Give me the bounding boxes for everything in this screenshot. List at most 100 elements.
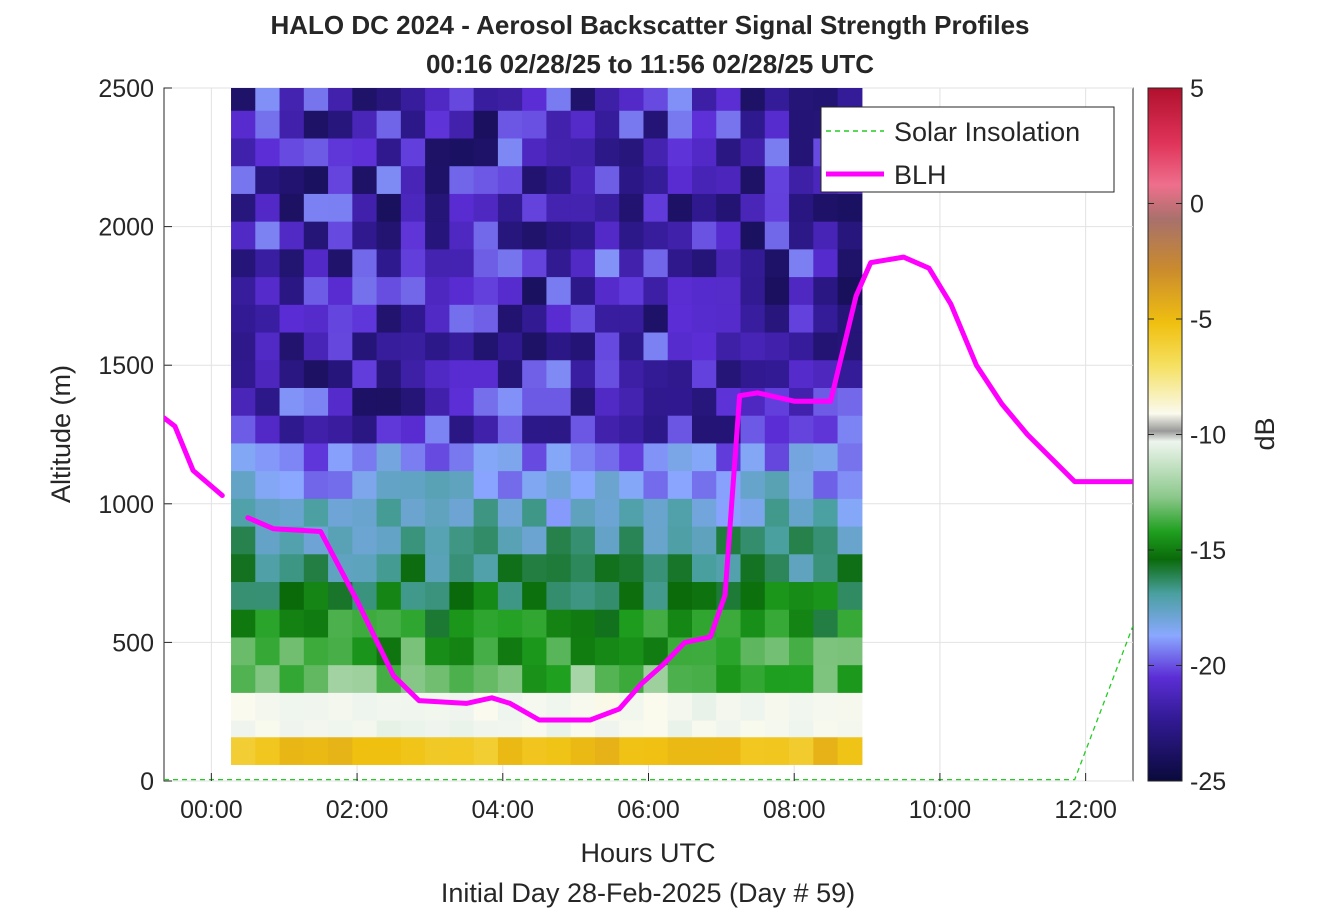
heatmap-cell [400, 525, 426, 555]
heatmap-cell [764, 736, 790, 765]
heatmap-cell [328, 88, 353, 111]
heatmap-cell [813, 276, 839, 305]
heatmap-cell [837, 88, 863, 111]
heatmap-cell [789, 193, 814, 222]
heatmap-cell [789, 221, 814, 250]
colorbar-label: dB [1250, 417, 1280, 450]
heatmap-cell [813, 221, 839, 250]
heatmap-cell [667, 221, 693, 250]
heatmap-cell [449, 609, 475, 638]
heatmap-cell [594, 165, 620, 194]
x-tick-label: 10:00 [909, 796, 972, 824]
x-tick-label: 08:00 [763, 796, 826, 824]
heatmap-cell [425, 470, 450, 499]
heatmap-cell [231, 221, 256, 250]
heatmap-cell [328, 248, 353, 278]
x-tick-label: 06:00 [617, 796, 680, 824]
colorbar-tick-label: -5 [1190, 306, 1212, 334]
heatmap-cell [522, 276, 548, 305]
heatmap-cell [691, 664, 717, 693]
heatmap-cell [497, 276, 523, 305]
heatmap-cell [497, 110, 523, 139]
heatmap-cell [570, 165, 596, 194]
heatmap-cell [691, 736, 717, 765]
heatmap-cell [619, 110, 645, 139]
heatmap-cell [425, 581, 450, 610]
heatmap-cell [231, 359, 256, 388]
heatmap-cell [279, 304, 305, 333]
heatmap-cell [789, 137, 814, 167]
heatmap-cell [667, 609, 693, 638]
heatmap-cell [813, 692, 839, 721]
heatmap-cell [352, 553, 378, 583]
heatmap-cell [522, 137, 548, 167]
heatmap-cell [279, 88, 305, 111]
heatmap-cell [303, 609, 329, 638]
heatmap-cell [643, 248, 669, 278]
heatmap-cell [497, 525, 523, 555]
heatmap-cell [376, 609, 402, 638]
heatmap-cell [303, 110, 329, 139]
heatmap-cell [400, 636, 426, 666]
heatmap-cell [473, 193, 499, 222]
heatmap-cell [789, 359, 814, 388]
heatmap-cell [449, 110, 475, 139]
heatmap-cell [231, 415, 256, 444]
heatmap-cell [619, 553, 645, 583]
heatmap-cell [231, 581, 256, 610]
heatmap-cell [667, 553, 693, 583]
heatmap-cell [328, 736, 353, 765]
heatmap-cell [449, 692, 475, 721]
heatmap-cell [837, 498, 863, 527]
heatmap-cell [231, 304, 256, 333]
heatmap-cell [667, 692, 693, 721]
heatmap-cell [764, 636, 790, 666]
heatmap-cell [546, 359, 572, 388]
heatmap-cell [279, 276, 305, 305]
heatmap-cell [449, 581, 475, 610]
footer-label: Initial Day 28-Feb-2025 (Day # 59) [441, 878, 855, 908]
heatmap-cell [789, 415, 814, 444]
heatmap-cell [497, 88, 523, 111]
heatmap-cell [643, 110, 669, 139]
heatmap-cell [352, 636, 378, 666]
heatmap-cell [619, 609, 645, 638]
blh-line [245, 254, 1133, 723]
heatmap-cell [643, 165, 669, 194]
heatmap-cell [764, 415, 790, 444]
heatmap-cell [522, 736, 548, 765]
y-tick-label: 0 [140, 768, 154, 796]
heatmap-cell [497, 736, 523, 765]
y-tick-label: 1000 [98, 491, 154, 519]
heatmap-cell [400, 165, 426, 194]
heatmap-cell [449, 498, 475, 527]
heatmap-cell [764, 498, 790, 527]
heatmap-cell [691, 221, 717, 250]
heatmap-cell [764, 442, 790, 472]
heatmap-cell [473, 387, 499, 416]
heatmap-cell [570, 193, 596, 222]
x-tick-label: 12:00 [1054, 796, 1117, 824]
heatmap-cell [279, 165, 305, 194]
heatmap-cell [425, 110, 450, 139]
heatmap-cell [546, 553, 572, 583]
heatmap-cell [231, 692, 256, 721]
heatmap-cell [789, 636, 814, 666]
heatmap-cell [667, 165, 693, 194]
heatmap-cell [643, 304, 669, 333]
heatmap-cell [352, 304, 378, 333]
heatmap-cell [837, 525, 863, 555]
heatmap-cell [764, 110, 790, 139]
heatmap-cell [497, 581, 523, 610]
heatmap-cell [425, 664, 450, 693]
heatmap-cell [570, 331, 596, 361]
blh-line [164, 415, 225, 498]
heatmap-cell [570, 553, 596, 583]
heatmap-cell [449, 636, 475, 666]
colorbar-tick-label: -10 [1190, 422, 1226, 450]
heatmap-cell [400, 331, 426, 361]
heatmap-cell [497, 442, 523, 472]
heatmap-cell [303, 165, 329, 194]
colorbar-tick-label: -25 [1190, 768, 1226, 796]
heatmap-cell [522, 304, 548, 333]
